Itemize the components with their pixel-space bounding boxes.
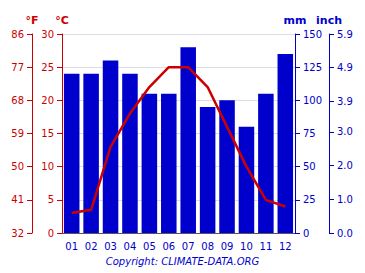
svg-text:03: 03	[104, 241, 117, 252]
svg-text:30: 30	[41, 29, 54, 40]
svg-text:06: 06	[162, 241, 175, 252]
svg-text:11: 11	[260, 241, 273, 252]
svg-text:10: 10	[41, 161, 54, 172]
svg-text:Copyright: CLIMATE-DATA.ORG: Copyright: CLIMATE-DATA.ORG	[106, 256, 260, 267]
svg-text:2.0: 2.0	[337, 160, 353, 171]
svg-text:41: 41	[11, 194, 24, 205]
svg-text:3.0: 3.0	[337, 126, 353, 137]
svg-text:1.0: 1.0	[337, 194, 353, 205]
svg-text:0: 0	[303, 228, 309, 239]
svg-text:20: 20	[41, 95, 54, 106]
svg-text:02: 02	[85, 241, 98, 252]
svg-text:32: 32	[11, 228, 24, 239]
svg-text:5: 5	[48, 194, 54, 205]
svg-text:10: 10	[240, 241, 253, 252]
svg-text:15: 15	[41, 128, 54, 139]
svg-text:°C: °C	[55, 14, 69, 27]
svg-text:12: 12	[279, 241, 292, 252]
svg-text:86: 86	[11, 29, 24, 40]
svg-text:50: 50	[303, 161, 316, 172]
svg-text:25: 25	[303, 194, 316, 205]
svg-text:125: 125	[303, 62, 322, 73]
svg-text:4.9: 4.9	[337, 62, 353, 73]
svg-text:75: 75	[303, 128, 316, 139]
svg-text:68: 68	[11, 95, 24, 106]
svg-text:5.9: 5.9	[337, 29, 353, 40]
svg-text:05: 05	[143, 241, 156, 252]
svg-text:08: 08	[201, 241, 214, 252]
svg-text:04: 04	[124, 241, 137, 252]
svg-text:50: 50	[11, 161, 24, 172]
svg-text:150: 150	[303, 29, 322, 40]
svg-text:inch: inch	[316, 14, 342, 27]
svg-text:77: 77	[11, 62, 24, 73]
svg-text:100: 100	[303, 95, 322, 106]
svg-text:0: 0	[48, 228, 54, 239]
svg-text:°F: °F	[25, 14, 38, 27]
svg-text:mm: mm	[284, 14, 307, 27]
svg-text:3.9: 3.9	[337, 96, 353, 107]
svg-text:59: 59	[11, 128, 24, 139]
svg-text:01: 01	[65, 241, 78, 252]
svg-text:09: 09	[221, 241, 234, 252]
svg-text:07: 07	[182, 241, 195, 252]
svg-text:0.0: 0.0	[337, 228, 353, 239]
svg-text:25: 25	[41, 62, 54, 73]
